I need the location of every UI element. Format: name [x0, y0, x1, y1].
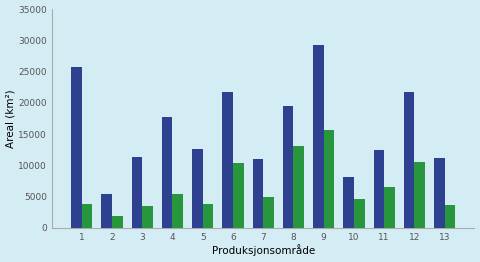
- Bar: [233, 163, 243, 228]
- Bar: [263, 197, 274, 228]
- Bar: [324, 130, 334, 228]
- Bar: [82, 204, 92, 228]
- Bar: [203, 204, 213, 228]
- Bar: [112, 216, 122, 228]
- Bar: [71, 67, 82, 228]
- Bar: [434, 158, 444, 228]
- Bar: [283, 106, 293, 228]
- Bar: [404, 92, 414, 228]
- Bar: [343, 177, 354, 228]
- X-axis label: Produksjonsområde: Produksjonsområde: [212, 244, 315, 256]
- Bar: [162, 117, 172, 228]
- Bar: [142, 206, 153, 228]
- Bar: [192, 149, 203, 228]
- Bar: [414, 162, 425, 228]
- Bar: [132, 157, 142, 228]
- Bar: [172, 194, 183, 228]
- Bar: [293, 146, 304, 228]
- Bar: [222, 92, 233, 228]
- Bar: [252, 159, 263, 228]
- Bar: [373, 150, 384, 228]
- Bar: [101, 194, 112, 228]
- Bar: [444, 205, 455, 228]
- Bar: [313, 45, 324, 228]
- Bar: [384, 187, 395, 228]
- Y-axis label: Areal (km²): Areal (km²): [6, 89, 15, 148]
- Bar: [354, 199, 364, 228]
